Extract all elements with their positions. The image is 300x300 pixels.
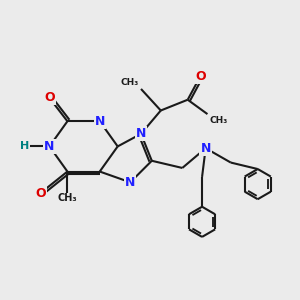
- Text: N: N: [125, 176, 135, 189]
- Text: N: N: [94, 115, 105, 128]
- Text: N: N: [136, 127, 146, 140]
- Text: O: O: [35, 187, 46, 200]
- Text: N: N: [44, 140, 55, 153]
- Text: N: N: [200, 142, 211, 155]
- Text: O: O: [195, 70, 206, 83]
- Text: O: O: [44, 92, 55, 104]
- Text: CH₃: CH₃: [58, 194, 77, 203]
- Text: CH₃: CH₃: [209, 116, 227, 125]
- Text: CH₃: CH₃: [121, 78, 139, 87]
- Text: H: H: [20, 141, 29, 152]
